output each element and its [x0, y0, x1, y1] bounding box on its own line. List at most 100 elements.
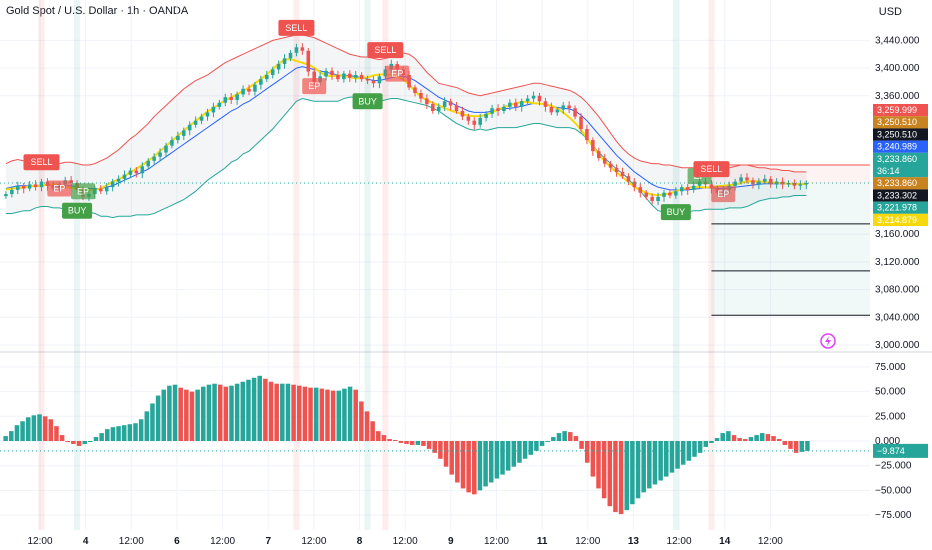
candle-body	[342, 73, 346, 80]
ep-signal-badge: EP	[302, 78, 327, 95]
ep-signal-badge: EP	[711, 186, 736, 203]
candle-body	[425, 98, 429, 105]
histogram-bar	[217, 384, 223, 441]
candle-body	[253, 84, 257, 92]
candle-body	[739, 177, 743, 182]
candle-body	[27, 184, 32, 189]
signal-badge-box	[711, 186, 736, 203]
signal-badge-box	[278, 19, 315, 36]
price-tag: 3,250.510	[873, 116, 928, 129]
signal-label: SELL	[700, 164, 722, 174]
signal-badge-box	[23, 154, 60, 171]
candle-body	[484, 113, 488, 118]
histogram-bar	[584, 441, 590, 463]
histogram-bar	[782, 441, 788, 445]
histogram-bar	[404, 441, 409, 444]
candle-body	[21, 185, 26, 189]
candle-body	[614, 167, 619, 172]
histogram-bar	[743, 439, 748, 441]
time-tick-label: 12:00	[575, 536, 600, 547]
candle-body	[531, 95, 536, 99]
time-tick-label: 12:00	[667, 536, 692, 547]
histogram-bar	[635, 441, 641, 499]
lightning-icon[interactable]	[820, 333, 836, 349]
histogram-bar	[714, 438, 720, 441]
histogram-bar	[319, 388, 325, 441]
trend-line	[5, 58, 807, 197]
price-tag-box	[873, 165, 928, 178]
candle-body	[466, 116, 471, 121]
histogram-bar	[421, 441, 426, 446]
candle-body	[146, 160, 150, 167]
candle-body	[780, 181, 785, 185]
buy-signal-badge: BUY	[62, 202, 93, 219]
histogram-bar	[426, 441, 432, 449]
candle-body	[116, 178, 121, 182]
price-tag-box	[873, 189, 928, 202]
candle-body	[626, 176, 631, 182]
signal-label: EP	[391, 69, 403, 79]
candle-body	[241, 88, 245, 95]
candle-body	[300, 47, 305, 51]
signal-badge-box	[62, 202, 93, 219]
lightning-icon-bolt	[825, 336, 831, 346]
oscillator-tick-label: 25.000	[875, 411, 906, 422]
candle-body	[478, 117, 482, 125]
histogram-bar	[551, 437, 556, 441]
signal-label: BUY	[667, 207, 686, 217]
candle-body	[276, 63, 281, 70]
candle-body	[431, 104, 435, 111]
histogram-bar	[697, 441, 703, 453]
histogram-bar	[150, 403, 155, 441]
candle-body	[519, 101, 524, 107]
price-tag: 3,259.999	[873, 104, 928, 117]
candle-body	[549, 106, 554, 113]
candle-body	[365, 79, 370, 81]
histogram-bar	[76, 441, 82, 446]
candle-body	[650, 196, 654, 201]
time-axis[interactable]: 12:00 4 12:00 6 12:00 7 12:00 8 12:00 9 12:00 11 12:…	[27, 536, 783, 547]
histogram-bar	[483, 441, 488, 487]
price-tag: 3,233.302	[873, 189, 928, 202]
histogram-bar	[330, 390, 336, 441]
candle-body	[436, 106, 441, 111]
histogram-bar	[573, 436, 579, 441]
histogram-bar	[347, 386, 353, 441]
candle-body	[644, 192, 648, 197]
histogram-bar	[805, 441, 810, 451]
histogram-bar	[37, 414, 42, 441]
candle-body	[567, 105, 571, 109]
histogram-bar	[748, 437, 754, 441]
histogram-bar	[776, 439, 782, 441]
sell-highlight-column	[293, 0, 300, 530]
histogram-bar	[48, 419, 54, 441]
candle-body	[158, 152, 162, 157]
price-tick-label: 3,440.000	[875, 35, 920, 46]
price-tick-label: 3,120.000	[875, 257, 920, 268]
candle-body	[537, 95, 542, 102]
candle-body	[579, 116, 583, 129]
candle-body	[99, 188, 103, 192]
candle-body	[187, 124, 192, 131]
time-tick-label: 12:00	[210, 536, 235, 547]
time-tick-label: 13	[628, 536, 640, 547]
oscillator-axis[interactable]: 75.000 50.000 25.000 −25.000 −50.000 −75.000 0…	[873, 362, 928, 521]
candle-body	[442, 101, 447, 107]
candle-body	[751, 180, 755, 185]
histogram-bar	[240, 381, 246, 441]
histogram-bar	[720, 433, 725, 441]
candle-body	[211, 106, 216, 113]
histogram-bar	[364, 411, 370, 441]
candle-body	[490, 108, 494, 114]
candle-body	[602, 158, 607, 164]
histogram-bar	[3, 436, 8, 441]
histogram-bar	[528, 441, 534, 455]
candle-body	[680, 187, 684, 192]
histogram-bar	[601, 441, 607, 499]
candle-body	[638, 187, 643, 193]
candle-body	[377, 76, 382, 84]
price-axis[interactable]: 3,440.000 3,400.000 3,360.000 3,160.000 3,12…	[875, 35, 920, 351]
candle-body	[656, 196, 660, 201]
signal-label: SELL	[374, 45, 396, 55]
